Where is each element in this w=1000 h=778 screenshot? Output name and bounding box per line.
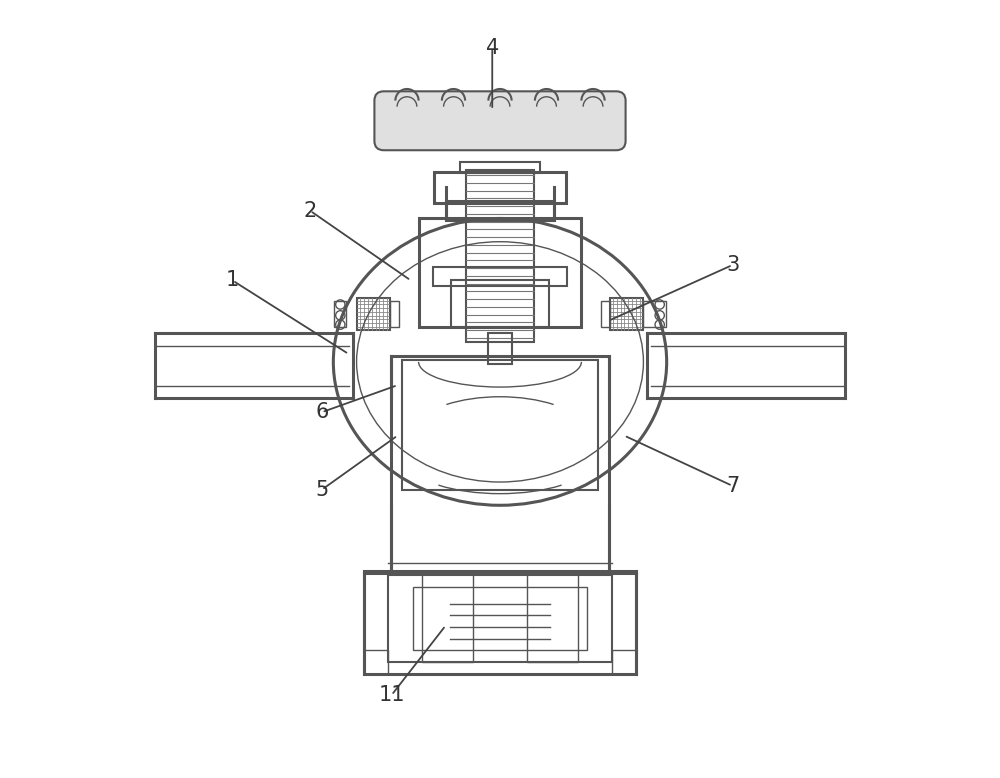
Text: 2: 2 xyxy=(303,201,317,221)
Bar xyxy=(419,219,581,327)
Bar xyxy=(451,280,549,327)
Text: 1: 1 xyxy=(226,271,239,290)
Bar xyxy=(527,573,578,662)
Bar xyxy=(402,359,598,490)
Text: 5: 5 xyxy=(315,480,328,499)
Bar xyxy=(422,573,473,662)
Text: 4: 4 xyxy=(486,38,499,58)
Bar xyxy=(488,333,512,364)
Bar xyxy=(364,650,388,674)
Bar xyxy=(612,650,636,674)
Bar xyxy=(434,172,566,203)
Bar xyxy=(446,201,554,220)
Bar xyxy=(466,170,534,342)
Bar xyxy=(643,300,666,327)
Bar xyxy=(390,300,399,327)
Bar xyxy=(610,297,643,330)
Bar xyxy=(413,587,587,650)
Bar xyxy=(460,162,540,173)
Bar xyxy=(334,300,346,327)
Text: 3: 3 xyxy=(726,255,739,275)
Text: 11: 11 xyxy=(378,685,405,705)
Bar xyxy=(601,300,610,327)
Text: 7: 7 xyxy=(726,476,739,496)
FancyBboxPatch shape xyxy=(374,91,626,150)
Bar xyxy=(388,575,612,662)
Bar xyxy=(357,297,390,330)
Bar xyxy=(433,267,567,286)
Text: 6: 6 xyxy=(315,402,328,422)
Bar xyxy=(364,571,636,674)
Bar xyxy=(391,356,609,573)
